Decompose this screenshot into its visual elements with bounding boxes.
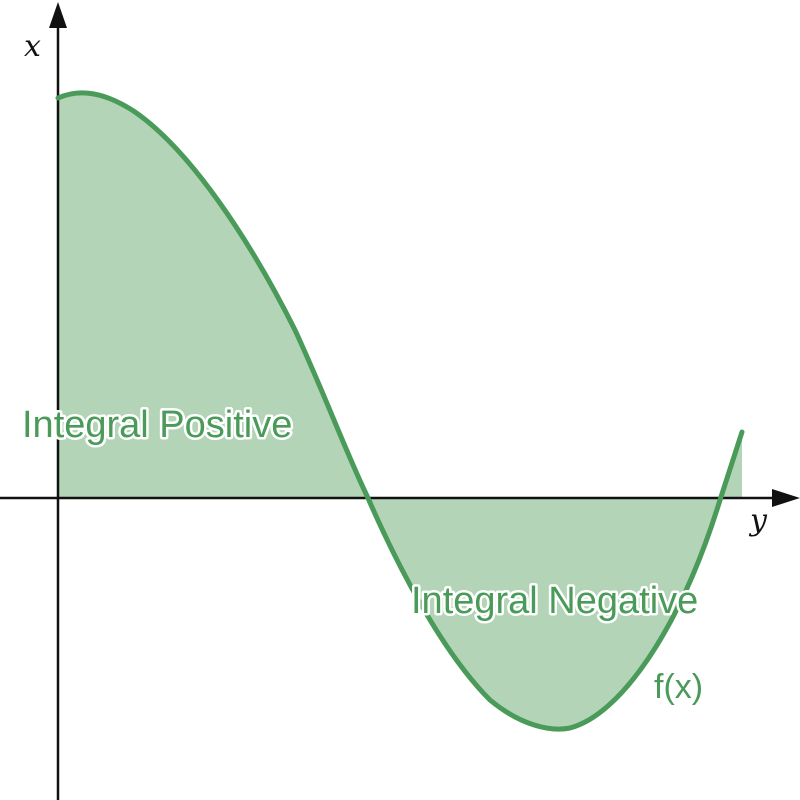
negative-region-label: Integral Negative — [411, 580, 698, 622]
positive-region-label: Integral Positive — [22, 404, 292, 446]
integral-area-fill — [58, 92, 742, 730]
vertical-axis-label: x — [24, 29, 41, 64]
function-curve — [55, 90, 745, 732]
function-label: f(x) — [654, 668, 703, 706]
vertical-axis-arrow — [49, 2, 67, 28]
horizontal-axis-arrow — [772, 489, 800, 507]
horizontal-axis-label: y — [748, 503, 768, 538]
